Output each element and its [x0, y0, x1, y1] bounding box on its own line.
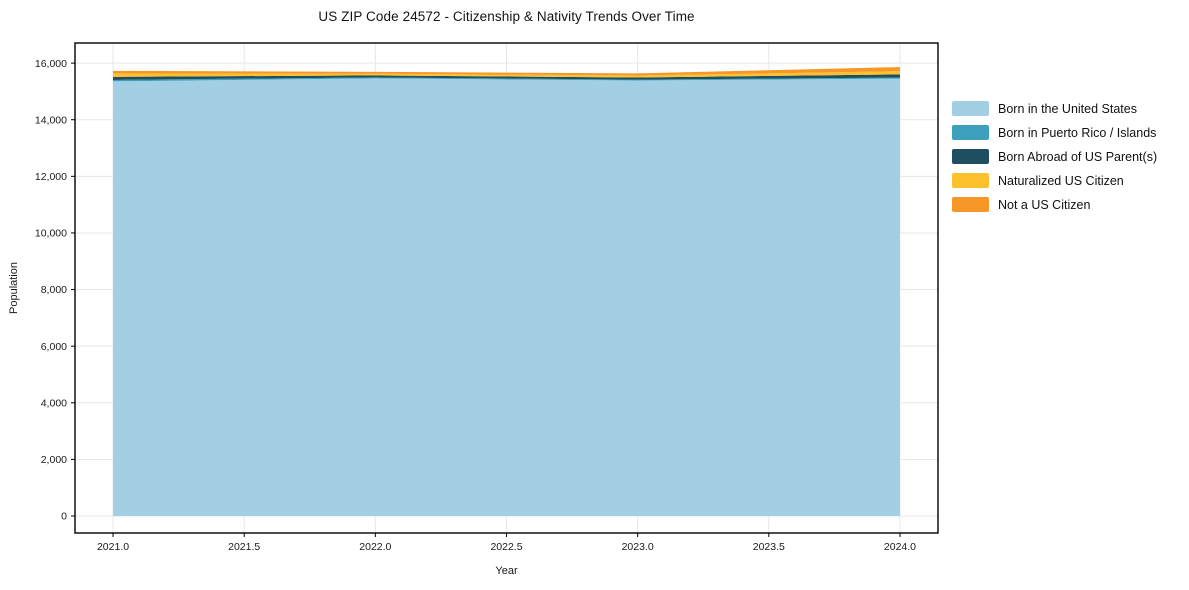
x-tick-label: 2021.5 [228, 541, 260, 553]
legend-swatch-born-in-puerto-rico-islands [952, 125, 989, 140]
x-tick-label: 2022.5 [490, 541, 522, 553]
legend-label: Born Abroad of US Parent(s) [998, 149, 1158, 164]
legend-swatch-naturalized-us-citizen [952, 173, 989, 188]
y-axis-label: Population [8, 262, 20, 314]
legend-swatch-born-abroad-of-us-parent-s [952, 149, 989, 164]
x-tick-label: 2021.0 [97, 541, 129, 553]
x-tick-label: 2022.0 [359, 541, 391, 553]
y-tick-label: 14,000 [35, 114, 67, 126]
legend-label: Naturalized US Citizen [998, 173, 1124, 188]
legend-item-born-in-puerto-rico-islands: Born in Puerto Rico / Islands [952, 125, 1157, 140]
legend-item-born-abroad-of-us-parent-s: Born Abroad of US Parent(s) [952, 149, 1157, 164]
legend-item-naturalized-us-citizen: Naturalized US Citizen [952, 173, 1157, 188]
legend-label: Born in the United States [998, 101, 1137, 116]
area-naturalized-us-citizen [113, 71, 900, 78]
legend-label: Not a US Citizen [998, 197, 1091, 212]
y-tick-label: 10,000 [35, 228, 67, 240]
legend-item-not-a-us-citizen: Not a US Citizen [952, 197, 1157, 212]
y-tick-label: 0 [61, 511, 67, 523]
legend-swatch-born-in-the-united-states [952, 101, 989, 116]
y-tick-label: 2,000 [41, 454, 67, 466]
chart-title: US ZIP Code 24572 - Citizenship & Nativi… [318, 9, 695, 24]
legend-label: Born in Puerto Rico / Islands [998, 125, 1157, 140]
legend-item-born-in-the-united-states: Born in the United States [952, 101, 1157, 116]
legend: Born in the United States Born in Puerto … [952, 101, 1157, 212]
plot-border [74, 42, 939, 534]
y-tick-label: 6,000 [41, 341, 67, 353]
x-tick-label: 2024.0 [884, 541, 916, 553]
x-tick-label: 2023.0 [622, 541, 654, 553]
x-tick-label: 2023.5 [753, 541, 785, 553]
area-born-in-the-united-states [113, 78, 900, 517]
area-born-in-puerto-rico-islands [113, 77, 900, 82]
y-tick-label: 8,000 [41, 284, 67, 296]
area-not-a-us-citizen [113, 67, 900, 76]
area-born-abroad-of-us-parent-s [113, 74, 900, 80]
x-axis-label: Year [495, 565, 518, 577]
legend-swatch-not-a-us-citizen [952, 197, 989, 212]
y-tick-label: 4,000 [41, 397, 67, 409]
y-tick-label: 16,000 [35, 58, 67, 70]
y-tick-label: 12,000 [35, 171, 67, 183]
